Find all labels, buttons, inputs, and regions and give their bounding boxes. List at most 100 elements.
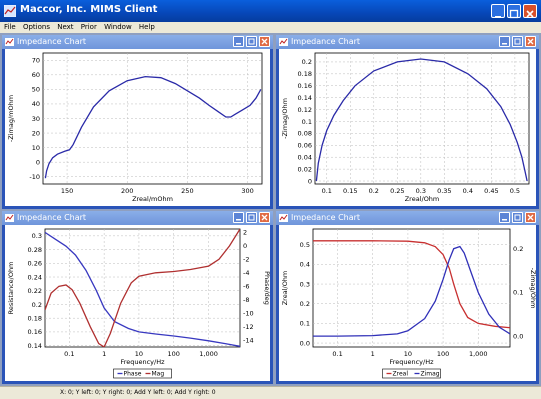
status-text: X: 0; Y left: 0; Y right: 0; Add Y left:… — [60, 389, 216, 396]
x-axis-label: Frequency/Hz — [389, 358, 434, 366]
chart-window-titlebar: Impedance Chart — [276, 35, 539, 49]
x-tick-label: 0.1 — [64, 350, 74, 358]
x-axis-label: Zreal/Ohm — [405, 195, 440, 203]
y-right-tick-label: -14 — [243, 337, 254, 345]
close-icon — [261, 38, 268, 45]
maximize-button[interactable] — [507, 4, 521, 19]
y-tick-label: 0.4 — [300, 261, 310, 269]
y-tick-label: 50 — [32, 86, 40, 94]
close-icon — [526, 10, 534, 18]
close-button[interactable] — [523, 4, 537, 18]
chart-maximize-button[interactable] — [246, 36, 257, 47]
chart-minimize-button[interactable] — [233, 36, 244, 47]
x-tick-label: 0.5 — [510, 187, 520, 195]
y-tick-label: 0.12 — [298, 106, 312, 114]
series-line-mag — [45, 229, 240, 347]
impedance-chart: 0.1 1 10 100 1,000 0.0 0.1 0.2 0.3 0.4 0.5 0.0 0.1 0.… — [281, 228, 536, 379]
minimize-icon — [236, 43, 241, 45]
chart-maximize-button[interactable] — [246, 212, 257, 223]
chart-window-bode-zreal-zimag: Impedance Chart 0.1 1 10 100 1,000 0.0 0.1 0.2 0.… — [276, 211, 539, 384]
y-tick-label: 0.14 — [298, 94, 312, 102]
minimize-icon — [495, 16, 501, 18]
legend-entry: Zimag — [421, 371, 440, 378]
impedance-chart: 0.1 1 10 100 1,000 0.14 0.16 0.18 0.2 0.22 0.24 0.2… — [7, 228, 270, 379]
chart-window-icon — [5, 38, 14, 46]
y-tick-label: 0.3 — [300, 280, 310, 288]
impedance-chart: 150 200 250 300 -10 0 10 20 30 40 50 60 70 Zreal/mOhm… — [7, 52, 263, 203]
chart-minimize-button[interactable] — [499, 212, 510, 223]
x-tick-label: 0.25 — [390, 187, 404, 195]
x-tick-label: 0.3 — [416, 187, 426, 195]
legend-entry: Zreal — [393, 371, 409, 378]
x-tick-label: 100 — [168, 350, 180, 358]
menu-next[interactable]: Next — [57, 23, 74, 31]
y-tick-label: 0.3 — [32, 232, 42, 240]
app-icon — [4, 5, 16, 17]
y-tick-label: 0.28 — [28, 246, 42, 254]
chart-window-title: Impedance Chart — [291, 213, 361, 222]
maximize-icon — [509, 9, 519, 19]
x-tick-label: 0.15 — [343, 187, 357, 195]
chart-window-title: Impedance Chart — [17, 37, 87, 46]
close-icon — [261, 214, 268, 221]
chart-close-button[interactable] — [525, 212, 536, 223]
plot-area — [44, 228, 241, 348]
x-tick-label: 150 — [61, 187, 73, 195]
app-titlebar: Maccor, Inc. MIMS Client — [0, 0, 541, 22]
y-tick-label: 10 — [32, 144, 40, 152]
x-tick-label: 0.1 — [322, 187, 332, 195]
minimize-button[interactable] — [491, 4, 505, 18]
menu-file[interactable]: File — [4, 23, 16, 31]
chart-window-icon — [279, 38, 288, 46]
y-right-tick-label: -4 — [243, 269, 249, 277]
y-tick-label: 0.24 — [28, 273, 42, 281]
chart-maximize-button[interactable] — [512, 36, 523, 47]
menu-prior[interactable]: Prior — [80, 23, 97, 31]
x-tick-label: 250 — [181, 187, 193, 195]
app-title: Maccor, Inc. MIMS Client — [20, 4, 158, 15]
y-right-tick-label: 0.1 — [513, 289, 523, 297]
x-tick-label: 0.1 — [332, 350, 342, 358]
y-right-tick-label: -2 — [243, 256, 249, 264]
chart-minimize-button[interactable] — [233, 212, 244, 223]
plot-area — [314, 52, 530, 185]
plot-area — [312, 228, 511, 348]
x-tick-label: 0.2 — [369, 187, 379, 195]
x-axis-label: Zreal/mOhm — [132, 195, 173, 203]
menu-window[interactable]: Window — [104, 23, 132, 31]
x-tick-label: 10 — [404, 350, 412, 358]
chart-minimize-button[interactable] — [499, 36, 510, 47]
legend-box — [113, 368, 172, 379]
menu-help[interactable]: Help — [138, 23, 155, 31]
y-right-tick-label: 2 — [243, 229, 247, 237]
y-tick-label: 0.16 — [298, 82, 312, 90]
impedance-chart: 0.1 0.15 0.2 0.25 0.3 0.35 0.4 0.45 0.5 0 0.02 0.04… — [281, 52, 530, 203]
x-tick-label: 200 — [121, 187, 133, 195]
chart-close-button[interactable] — [259, 212, 270, 223]
chart-window-titlebar: Impedance Chart — [276, 211, 539, 225]
x-tick-label: 100 — [437, 350, 449, 358]
y-right-tick-label: 0.2 — [513, 245, 523, 253]
y-right-axis-label: Phase/deg — [263, 271, 270, 305]
minimize-icon — [502, 43, 507, 45]
x-tick-label: 300 — [241, 187, 253, 195]
maximize-icon — [248, 214, 255, 221]
chart-close-button[interactable] — [259, 36, 270, 47]
chart-close-button[interactable] — [525, 36, 536, 47]
series-line — [44, 75, 262, 179]
x-tick-label: 0.35 — [437, 187, 451, 195]
y-tick-label: 0.16 — [28, 328, 42, 336]
mdi-workspace: Impedance Chart 150 200 250 300 -10 0 10 20 30 40 5… — [0, 33, 541, 386]
x-tick-label: 1 — [371, 350, 375, 358]
y-axis-label: -Zimag/mOhm — [7, 95, 15, 142]
menu-options[interactable]: Options — [22, 23, 50, 31]
chart-window-titlebar: Impedance Chart — [2, 35, 273, 49]
y-right-tick-label: 0 — [243, 242, 247, 250]
y-tick-label: 30 — [32, 115, 40, 123]
y-tick-label: 0 — [308, 177, 312, 185]
x-axis-label: Frequency/Hz — [120, 358, 165, 366]
chart-maximize-button[interactable] — [512, 212, 523, 223]
maximize-icon — [514, 38, 521, 45]
x-tick-label: 1,000 — [199, 350, 218, 358]
y-right-tick-label: -8 — [243, 296, 249, 304]
